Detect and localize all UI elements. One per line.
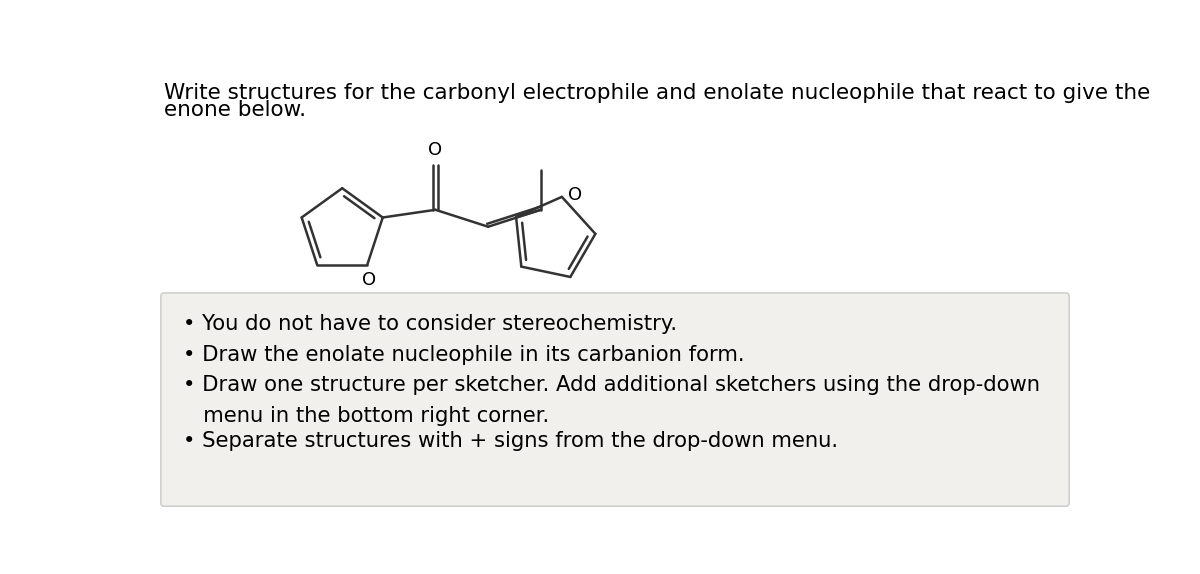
Text: O: O [361,271,376,289]
Text: Write structures for the carbonyl electrophile and enolate nucleophile that reac: Write structures for the carbonyl electr… [164,83,1151,103]
Text: O: O [568,187,582,204]
Text: • You do not have to consider stereochemistry.: • You do not have to consider stereochem… [182,314,677,333]
FancyBboxPatch shape [161,293,1069,506]
Text: • Separate structures with + signs from the drop-down menu.: • Separate structures with + signs from … [182,430,838,451]
Text: enone below.: enone below. [164,100,306,120]
Text: • Draw one structure per sketcher. Add additional sketchers using the drop-down: • Draw one structure per sketcher. Add a… [182,375,1039,395]
Text: O: O [428,141,443,159]
Text: • Draw the enolate nucleophile in its carbanion form.: • Draw the enolate nucleophile in its ca… [182,344,744,364]
Text: menu in the bottom right corner.: menu in the bottom right corner. [182,406,548,426]
